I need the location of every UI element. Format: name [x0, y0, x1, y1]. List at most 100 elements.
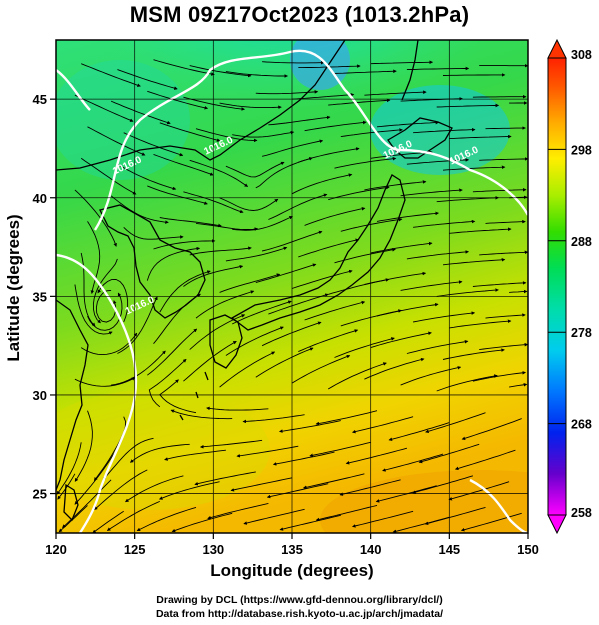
streamline	[400, 366, 462, 386]
colorbar-tick-label: 308	[571, 48, 592, 62]
streamline	[327, 362, 387, 390]
colorbar: 258 268 278 288 298 308	[547, 38, 592, 535]
streamline	[400, 280, 463, 291]
x-tick-label: 120	[45, 542, 67, 557]
streamline	[370, 241, 433, 254]
streamline	[442, 348, 505, 360]
colorbar-tick-label: 258	[571, 506, 592, 520]
streamline	[334, 156, 397, 169]
streamline	[93, 469, 148, 510]
streamline	[146, 246, 201, 281]
honshu-shikoku	[230, 174, 406, 331]
streamline	[364, 271, 427, 285]
streamline	[117, 163, 177, 191]
colorbar-ticks: 258 268 278 288 298 308	[548, 48, 592, 520]
streamline	[232, 216, 293, 231]
streamline	[413, 311, 476, 323]
streamline	[461, 418, 522, 440]
streamline	[111, 350, 166, 386]
streamline	[309, 441, 371, 458]
streamline	[370, 60, 434, 65]
streamline	[454, 449, 516, 471]
streamline	[97, 278, 129, 323]
streamline	[370, 150, 433, 159]
streamline	[117, 296, 158, 354]
streamline	[153, 153, 214, 176]
x-tick-label: 125	[124, 542, 146, 557]
streamline	[279, 514, 341, 531]
streamline	[334, 69, 397, 74]
streamline	[352, 416, 414, 434]
streamline	[206, 406, 269, 411]
y-axis-ticks: 25 30 35 40 45	[33, 92, 56, 502]
streamline	[436, 374, 498, 392]
streamline	[315, 410, 378, 426]
graticule	[56, 40, 528, 533]
streamline	[448, 481, 510, 501]
streamline	[291, 354, 351, 384]
streamline	[298, 238, 360, 258]
hokkaido	[387, 117, 453, 159]
streamline	[479, 342, 528, 351]
streamline	[153, 59, 215, 76]
streamline	[328, 185, 390, 201]
y-tick-label: 45	[33, 92, 47, 107]
streamline	[74, 94, 134, 122]
streamline	[436, 103, 500, 108]
x-tick-label: 150	[517, 542, 539, 557]
streamline	[291, 269, 353, 289]
streamline	[304, 300, 366, 321]
streamline	[164, 449, 226, 461]
streamline	[424, 506, 486, 526]
streamline	[57, 473, 76, 500]
kyushu	[209, 314, 243, 369]
streamline	[92, 510, 124, 533]
streamline	[388, 422, 450, 441]
streamline	[219, 351, 276, 388]
isobar-1016-far-west	[56, 69, 91, 111]
streamline	[102, 437, 154, 481]
streamline	[123, 132, 184, 157]
streamline	[225, 326, 284, 356]
streamline	[485, 219, 526, 224]
sakhalin	[401, 40, 419, 101]
colorbar-bottom-triangle	[547, 514, 567, 535]
isobar-1016-east	[469, 478, 528, 533]
streamline	[255, 263, 317, 284]
streamline	[509, 289, 528, 294]
streamline	[183, 264, 244, 287]
streamline	[189, 246, 252, 256]
streamline	[225, 246, 288, 262]
colorbar-tick-label: 298	[571, 143, 592, 157]
temperature-field	[56, 40, 528, 533]
streamline	[413, 127, 476, 134]
streamline	[364, 357, 425, 380]
streamline	[315, 504, 378, 522]
streamline	[472, 187, 527, 193]
streamline	[219, 273, 281, 293]
streamline	[171, 512, 233, 533]
streamline	[148, 358, 187, 408]
streamline	[376, 211, 440, 222]
y-axis-label: Latitude (degrees)	[4, 214, 23, 361]
streamline	[261, 321, 322, 347]
colorbar-tick-label: 278	[571, 326, 592, 340]
streamline	[479, 250, 528, 256]
streamline	[243, 508, 305, 525]
streamline	[74, 284, 113, 335]
streamline	[123, 226, 184, 240]
streamline	[230, 477, 293, 492]
streamline	[334, 248, 396, 264]
streamline	[376, 120, 440, 128]
streamline	[153, 239, 216, 250]
streamline	[262, 60, 325, 65]
x-tick-label: 130	[202, 542, 224, 557]
streamline	[334, 337, 395, 358]
streamline	[117, 69, 178, 90]
streamline	[129, 443, 190, 463]
streamline	[95, 289, 117, 323]
streamline	[278, 420, 341, 433]
streamline	[436, 288, 499, 297]
streamline	[298, 329, 359, 353]
